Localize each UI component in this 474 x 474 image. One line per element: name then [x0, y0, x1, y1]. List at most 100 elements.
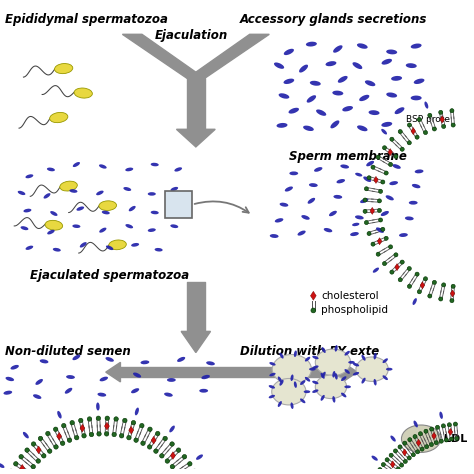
Ellipse shape: [315, 349, 351, 375]
Ellipse shape: [378, 467, 382, 472]
Ellipse shape: [151, 163, 159, 166]
Ellipse shape: [42, 454, 46, 458]
Ellipse shape: [299, 64, 308, 73]
Ellipse shape: [389, 181, 398, 185]
Text: cholesterol: cholesterol: [321, 291, 379, 301]
Ellipse shape: [133, 373, 141, 378]
Ellipse shape: [383, 146, 386, 150]
Ellipse shape: [99, 228, 107, 233]
Ellipse shape: [87, 417, 92, 421]
Polygon shape: [420, 282, 425, 289]
Ellipse shape: [338, 76, 347, 83]
Ellipse shape: [54, 427, 58, 431]
Ellipse shape: [412, 184, 420, 188]
Ellipse shape: [14, 462, 18, 466]
Ellipse shape: [345, 369, 350, 374]
Ellipse shape: [96, 416, 100, 420]
Ellipse shape: [333, 46, 343, 53]
Ellipse shape: [199, 389, 208, 392]
Ellipse shape: [62, 423, 66, 428]
Ellipse shape: [401, 425, 441, 452]
Ellipse shape: [363, 176, 371, 182]
Polygon shape: [181, 331, 210, 353]
Ellipse shape: [25, 448, 29, 452]
Ellipse shape: [353, 363, 359, 366]
Ellipse shape: [381, 180, 385, 184]
Ellipse shape: [394, 107, 404, 114]
Ellipse shape: [451, 123, 455, 127]
Ellipse shape: [127, 436, 131, 440]
Ellipse shape: [353, 372, 359, 375]
Ellipse shape: [73, 355, 80, 360]
Ellipse shape: [283, 79, 294, 84]
Ellipse shape: [424, 101, 428, 109]
Ellipse shape: [280, 380, 283, 386]
Ellipse shape: [147, 445, 152, 449]
Ellipse shape: [291, 374, 293, 381]
Ellipse shape: [73, 162, 80, 167]
Text: BSP prote: BSP prote: [406, 115, 450, 124]
Ellipse shape: [89, 432, 94, 437]
Ellipse shape: [40, 359, 48, 364]
Ellipse shape: [170, 224, 178, 228]
Ellipse shape: [140, 360, 149, 365]
Ellipse shape: [376, 252, 380, 256]
Ellipse shape: [451, 284, 455, 288]
Ellipse shape: [428, 113, 432, 118]
Ellipse shape: [300, 380, 305, 385]
Ellipse shape: [363, 210, 367, 213]
Ellipse shape: [50, 211, 57, 216]
Ellipse shape: [393, 449, 398, 453]
Ellipse shape: [280, 353, 283, 358]
Polygon shape: [171, 452, 175, 459]
Ellipse shape: [410, 96, 422, 100]
Ellipse shape: [391, 436, 396, 442]
Ellipse shape: [386, 92, 397, 98]
Ellipse shape: [453, 422, 457, 426]
Ellipse shape: [140, 423, 144, 428]
Polygon shape: [377, 238, 382, 245]
Ellipse shape: [386, 368, 392, 371]
Ellipse shape: [26, 246, 33, 250]
Ellipse shape: [403, 459, 407, 464]
Ellipse shape: [99, 201, 117, 210]
Ellipse shape: [45, 220, 63, 230]
Ellipse shape: [46, 431, 50, 436]
Ellipse shape: [67, 438, 72, 442]
Ellipse shape: [442, 124, 446, 128]
Polygon shape: [129, 427, 134, 434]
Ellipse shape: [315, 375, 346, 399]
Ellipse shape: [439, 297, 443, 301]
Ellipse shape: [340, 164, 349, 169]
Ellipse shape: [357, 126, 367, 131]
Ellipse shape: [47, 230, 55, 235]
Ellipse shape: [407, 456, 411, 460]
Ellipse shape: [342, 106, 353, 111]
Ellipse shape: [400, 147, 404, 151]
Ellipse shape: [125, 168, 133, 171]
Ellipse shape: [352, 223, 359, 226]
Ellipse shape: [79, 418, 83, 423]
Ellipse shape: [112, 432, 116, 437]
Ellipse shape: [99, 164, 107, 169]
Ellipse shape: [455, 437, 459, 440]
Ellipse shape: [390, 270, 394, 274]
Ellipse shape: [405, 217, 414, 220]
Ellipse shape: [106, 357, 114, 362]
Ellipse shape: [173, 207, 180, 210]
Ellipse shape: [289, 172, 298, 175]
Ellipse shape: [57, 411, 62, 419]
Ellipse shape: [332, 91, 343, 95]
Ellipse shape: [393, 471, 397, 474]
Ellipse shape: [155, 248, 163, 252]
Ellipse shape: [44, 193, 50, 199]
Ellipse shape: [383, 375, 388, 380]
Ellipse shape: [74, 88, 92, 98]
Ellipse shape: [36, 459, 40, 463]
Ellipse shape: [19, 455, 23, 459]
Ellipse shape: [301, 215, 310, 220]
Ellipse shape: [65, 388, 73, 394]
Ellipse shape: [365, 220, 368, 225]
Ellipse shape: [341, 376, 346, 381]
Ellipse shape: [348, 361, 355, 364]
